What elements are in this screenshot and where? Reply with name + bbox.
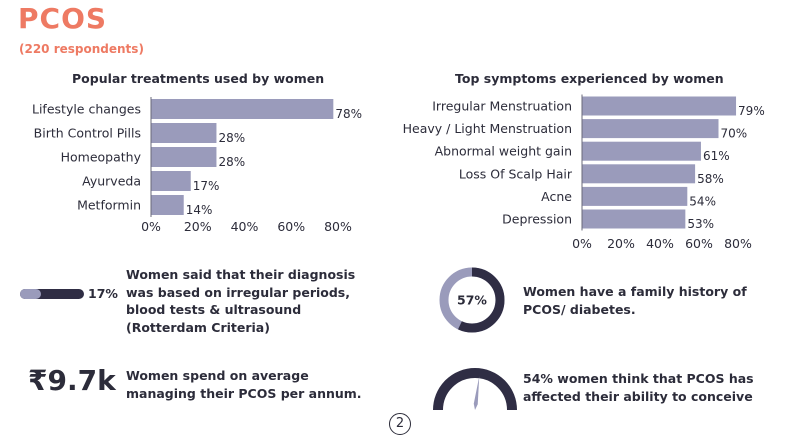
- spend-text: Women spend on average managing their PC…: [126, 368, 362, 401]
- value-label: 58%: [697, 172, 724, 186]
- bar: [582, 186, 688, 206]
- value-label: 28%: [218, 155, 245, 169]
- category-label: Ayurveda: [82, 174, 141, 189]
- bar: [151, 99, 334, 119]
- donut-fill: [439, 267, 505, 333]
- diagnosis-progress-fill: [20, 289, 41, 299]
- category-label: Abnormal weight gain: [435, 144, 572, 159]
- gauge-arc: [433, 368, 517, 410]
- value-label: 53%: [687, 217, 714, 231]
- value-label: 14%: [186, 203, 213, 217]
- x-tick-label: 80%: [324, 219, 352, 234]
- x-tick-label: 0%: [141, 219, 161, 234]
- diagnosis-percent: 17%: [88, 286, 118, 301]
- category-label: Acne: [541, 189, 572, 204]
- bar: [151, 171, 191, 191]
- value-label: 79%: [738, 104, 765, 118]
- bar: [582, 209, 686, 229]
- treatments-bar-chart: Lifestyle changes 78% Birth Control Pills 2…: [32, 97, 362, 234]
- value-label: 54%: [689, 194, 716, 208]
- family-history-percent: 57%: [457, 293, 487, 308]
- diagnosis-progress-bar: [20, 289, 84, 299]
- conceive-text: 54% women think that PCOS has affected t…: [523, 371, 754, 404]
- family-history-donut: 57%: [439, 267, 505, 333]
- x-tick-label: 60%: [277, 219, 305, 234]
- symptoms-chart-title: Top symptoms experienced by women: [455, 71, 724, 86]
- x-tick-label: 60%: [685, 236, 713, 251]
- page-title: PCOS: [18, 2, 108, 35]
- category-label: Irregular Menstruation: [432, 99, 572, 114]
- category-label: Depression: [502, 212, 572, 227]
- x-tick-label: 40%: [646, 236, 674, 251]
- treatments-chart-title: Popular treatments used by women: [72, 71, 325, 86]
- bar: [151, 195, 184, 215]
- diagnosis-text: Women said that their diagnosis was base…: [126, 267, 356, 335]
- value-label: 61%: [703, 149, 730, 163]
- value-label: 17%: [193, 179, 220, 193]
- value-label: 28%: [218, 131, 245, 145]
- value-label: 70%: [721, 127, 748, 141]
- bar: [582, 119, 719, 139]
- page-number: 2: [389, 413, 411, 435]
- category-label: Loss Of Scalp Hair: [459, 166, 573, 181]
- category-label: Heavy / Light Menstruation: [403, 121, 572, 136]
- respondents-count: (220 respondents): [19, 42, 144, 56]
- value-label: 78%: [335, 107, 362, 121]
- x-tick-label: 80%: [724, 236, 752, 251]
- symptoms-bar-chart: Irregular Menstruation 79% Heavy / Light M…: [403, 94, 765, 251]
- x-tick-label: 20%: [607, 236, 635, 251]
- spend-amount: ₹9.7k: [28, 364, 116, 397]
- bar: [582, 141, 701, 161]
- category-label: Homeopathy: [61, 150, 142, 165]
- conceive-gauge: [433, 368, 517, 410]
- category-label: Birth Control Pills: [34, 126, 141, 141]
- bar: [151, 123, 217, 143]
- family-history-text: Women have a family history of PCOS/ dia…: [523, 284, 747, 317]
- x-tick-label: 0%: [572, 236, 592, 251]
- bar: [582, 96, 737, 116]
- gauge-needle: [473, 376, 480, 410]
- bar: [151, 147, 217, 167]
- category-label: Metformin: [77, 198, 141, 213]
- x-tick-label: 20%: [184, 219, 212, 234]
- x-tick-label: 40%: [231, 219, 259, 234]
- bar: [582, 164, 696, 184]
- category-label: Lifestyle changes: [32, 102, 141, 117]
